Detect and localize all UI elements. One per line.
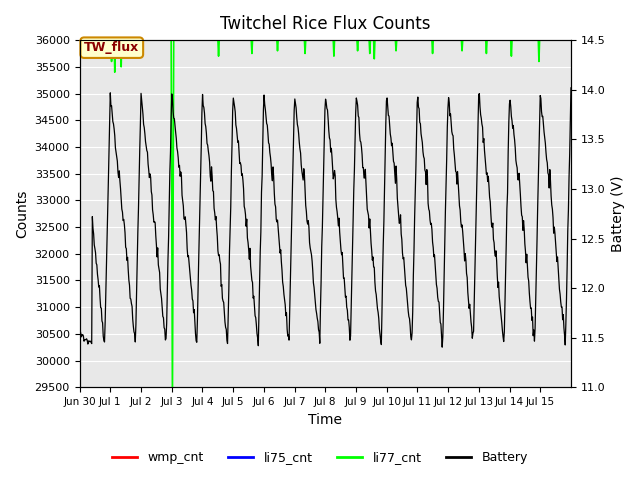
li77_cnt — [76, 37, 83, 43]
li77_cnt — [567, 37, 575, 43]
Battery — [248, 277, 256, 283]
Battery — [403, 293, 411, 299]
Battery — [133, 261, 141, 267]
li77_cnt — [168, 400, 176, 406]
li77_cnt — [133, 37, 141, 43]
Battery — [267, 154, 275, 160]
Battery — [376, 326, 383, 332]
Title: Twitchel Rice Flux Counts: Twitchel Rice Flux Counts — [220, 15, 431, 33]
X-axis label: Time: Time — [308, 413, 342, 427]
li77_cnt — [376, 37, 384, 43]
Line: li77_cnt: li77_cnt — [79, 40, 571, 403]
Battery — [438, 344, 446, 350]
Y-axis label: Counts: Counts — [15, 190, 29, 238]
Battery — [224, 341, 232, 347]
Battery — [567, 85, 575, 91]
Text: TW_flux: TW_flux — [84, 41, 140, 54]
li77_cnt — [249, 37, 257, 43]
Battery — [76, 332, 83, 338]
Line: Battery: Battery — [79, 88, 571, 347]
Y-axis label: Battery (V): Battery (V) — [611, 176, 625, 252]
li77_cnt — [404, 37, 412, 43]
li77_cnt — [225, 37, 232, 43]
Legend: wmp_cnt, li75_cnt, li77_cnt, Battery: wmp_cnt, li75_cnt, li77_cnt, Battery — [107, 446, 533, 469]
li77_cnt — [268, 37, 275, 43]
